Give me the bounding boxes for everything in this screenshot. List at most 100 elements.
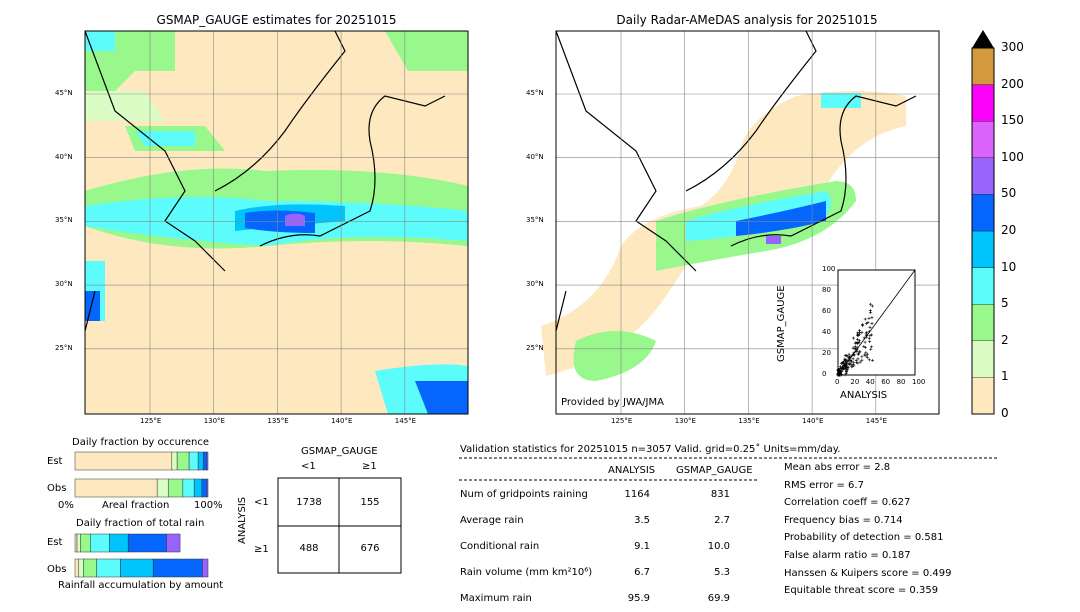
colorbar-segment (971, 121, 995, 158)
rain-est-label: Est (47, 537, 63, 548)
scatter-point (864, 321, 868, 325)
lon-tick: 125°E (611, 417, 633, 425)
scatter-point (853, 341, 857, 345)
rain-est-segment (90, 533, 110, 553)
scatter-point (847, 362, 851, 366)
left-map (84, 30, 469, 415)
ct-row-1: ≥1 (254, 544, 269, 555)
rain-obs-segment (83, 558, 97, 578)
scatter-point (840, 368, 844, 372)
colorbar-segment (971, 157, 995, 195)
scatter-point (851, 346, 855, 350)
occ-est-segment (197, 451, 204, 471)
scatter-point (842, 363, 846, 367)
ct-cell: 1738 (296, 497, 322, 508)
lat-tick: 30°N (526, 280, 544, 289)
stat-analysis: 6.7 (634, 567, 650, 578)
stat-gsmap: 69.9 (707, 593, 730, 604)
scatter-point (843, 353, 847, 357)
scatter-point (856, 337, 860, 341)
scatter-point (836, 368, 840, 372)
stat-analysis: 3.5 (634, 515, 650, 526)
occ-est-segment (176, 451, 190, 471)
ct-cell: 676 (360, 543, 380, 554)
rain-area (736, 201, 826, 236)
coastline (555, 30, 917, 332)
score-line: False alarm ratio = 0.187 (784, 550, 911, 561)
scatter-point (860, 358, 864, 362)
stat-gsmap: 5.3 (714, 567, 730, 578)
occ-x1: 100% (194, 500, 223, 511)
stat-row-label: Conditional rain (460, 541, 540, 552)
lat-tick: 40°N (526, 152, 544, 161)
ct-row-title: ANALYSIS (237, 496, 248, 544)
scatter-point (860, 355, 864, 359)
rain-est-segment (109, 533, 129, 553)
colorbar-extend-arrow (972, 30, 994, 48)
scatter-point (852, 336, 856, 340)
rain-area (85, 91, 165, 121)
ct-col-1: ≥1 (362, 461, 377, 472)
scatter-point (862, 336, 866, 340)
scatter-point (864, 332, 868, 336)
scatter-point (856, 331, 860, 335)
stat-analysis: 9.1 (634, 541, 650, 552)
rain-area (766, 236, 781, 244)
scatter-xtick: 80 (896, 378, 906, 386)
scatter-point (866, 320, 870, 324)
rain-est-segment (74, 533, 78, 553)
occ-obs-segment (156, 478, 169, 498)
scatter-point (852, 363, 856, 367)
occ-obs-segment (193, 478, 203, 498)
scatter-xtick: 100 (912, 378, 926, 386)
scatter-point (850, 359, 854, 363)
scatter-point (870, 321, 874, 325)
ct-cell: 488 (299, 543, 319, 554)
rain-obs-segment (78, 558, 84, 578)
rain-title: Daily fraction of total rain (76, 518, 205, 529)
stat-analysis: 1164 (624, 489, 650, 500)
rain-area (385, 31, 468, 71)
scatter-point (856, 357, 860, 361)
credit-label: Provided by JWA/JMA (561, 397, 664, 408)
scatter-point (865, 331, 869, 335)
rain-area (285, 213, 305, 226)
scatter-point (843, 367, 847, 371)
lon-tick: 140°E (802, 417, 824, 425)
scatter-point (861, 324, 865, 328)
ct-cell: 155 (360, 497, 380, 508)
colorbar-segment (971, 194, 995, 232)
rain-est-segment (127, 533, 167, 553)
occ-est-label: Est (47, 456, 63, 467)
colorbar-label: 200 (1001, 76, 1024, 91)
rain-area (686, 191, 831, 241)
lon-tick: 135°E (738, 417, 760, 425)
scatter-point (839, 365, 843, 369)
rain-obs-label: Obs (47, 564, 67, 575)
scatter-point (867, 358, 871, 362)
scatter-point (844, 369, 848, 373)
scatter-point (867, 336, 871, 340)
scatter-point (845, 366, 849, 370)
occ-est-segment (74, 451, 173, 471)
scatter-point (867, 329, 871, 333)
occ-obs-segment (167, 478, 184, 498)
colorbar-label: 20 (1001, 223, 1017, 237)
stat-gsmap: 831 (710, 489, 730, 500)
stats-header: Validation statistics for 20251015 n=305… (460, 444, 841, 455)
lon-tick: 135°E (267, 417, 289, 425)
scatter-point (848, 355, 852, 359)
scatter-point (847, 359, 851, 363)
lon-tick: 140°E (331, 417, 353, 425)
colorbar-label: 50 (1001, 186, 1017, 201)
rain-obs-segment (74, 558, 79, 578)
colorbar-segment (971, 230, 995, 268)
stat-row-label: Rain volume (mm km²10⁶) (460, 567, 593, 578)
occ-x0: 0% (58, 500, 74, 511)
stat-gsmap: 10.0 (707, 541, 730, 552)
scatter-xtick: 0 (835, 378, 840, 386)
map-frame (555, 30, 940, 415)
colorbar-segment (971, 267, 995, 305)
scatter-point (864, 354, 868, 358)
colorbar-label: 300 (1001, 40, 1024, 54)
